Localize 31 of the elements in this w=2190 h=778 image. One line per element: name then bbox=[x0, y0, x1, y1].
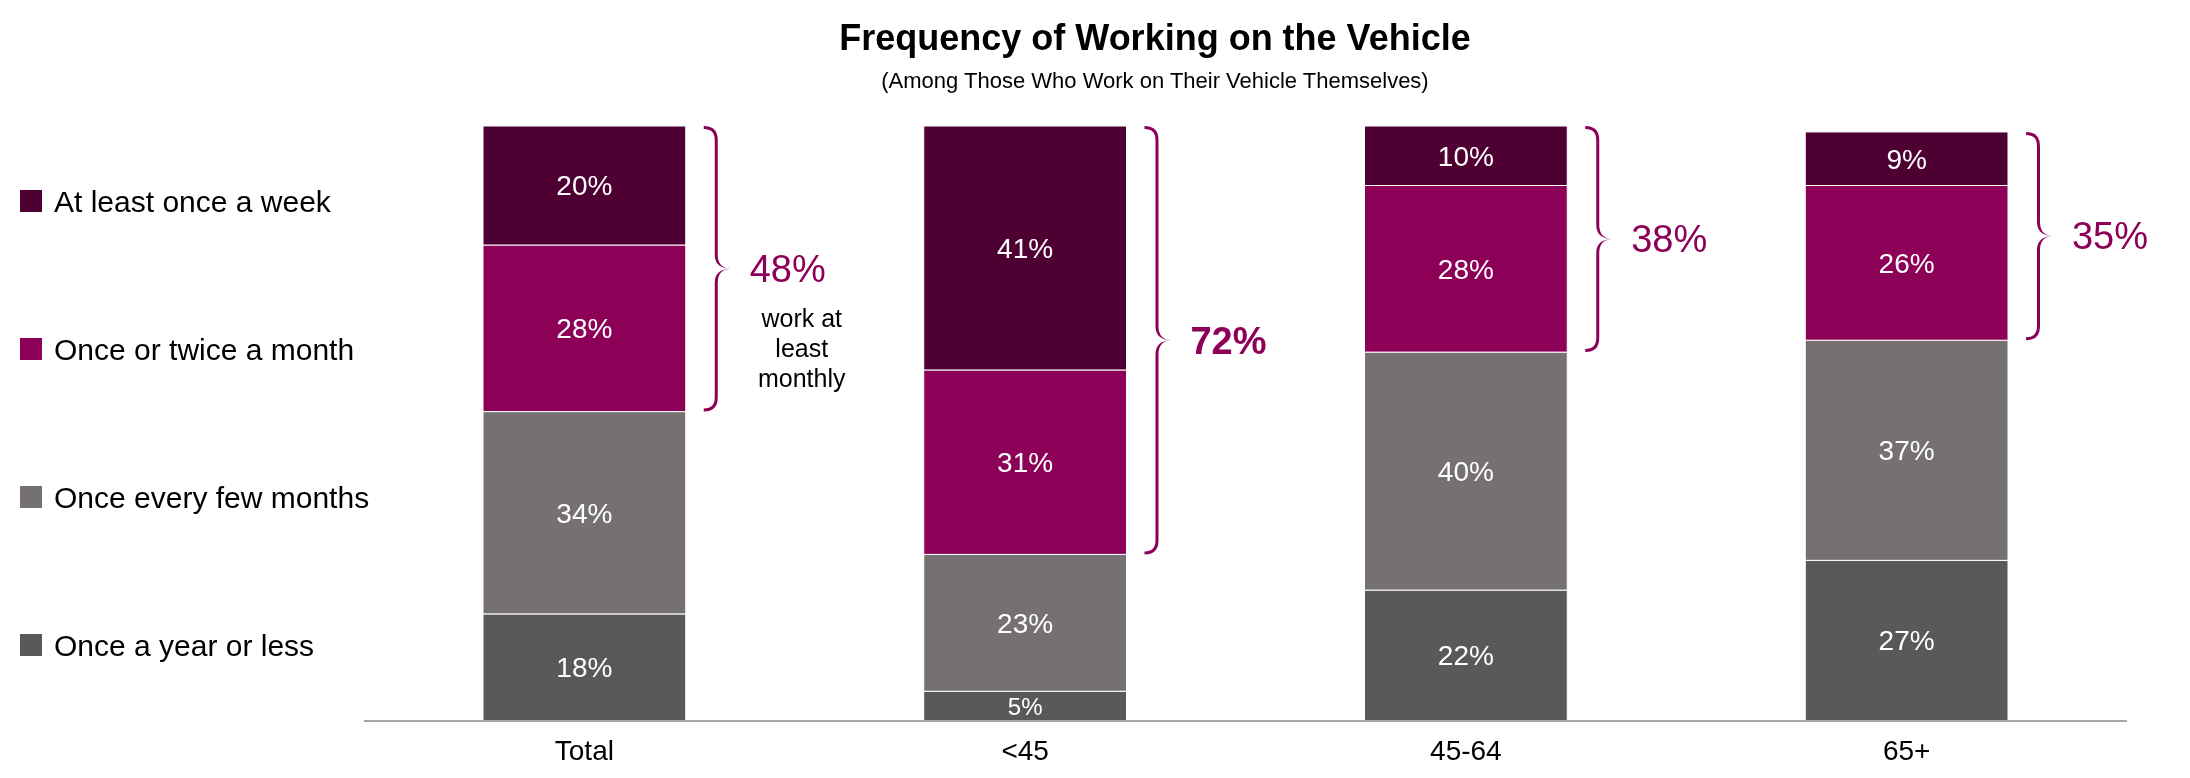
data-label: 9% bbox=[1886, 143, 1927, 175]
data-label: 28% bbox=[556, 313, 613, 345]
x-tick-label: <45 bbox=[1001, 735, 1049, 766]
data-label: 22% bbox=[1437, 640, 1494, 672]
data-label: 20% bbox=[556, 170, 613, 202]
data-label: 31% bbox=[997, 446, 1054, 478]
data-label: 41% bbox=[997, 232, 1054, 264]
annotation: 35% bbox=[2072, 215, 2149, 258]
annotation: work at least monthly bbox=[757, 304, 847, 393]
legend-label: At least once a week bbox=[54, 184, 332, 218]
legend-label: Once a year or less bbox=[54, 628, 315, 662]
data-label: 5% bbox=[1007, 692, 1043, 720]
chart-subtitle: (Among Those Who Work on Their Vehicle Themselves) bbox=[881, 68, 1429, 93]
legend-label: Once every few months bbox=[54, 480, 370, 514]
x-tick-label: 65+ bbox=[1882, 735, 1931, 766]
x-tick-label: Total bbox=[554, 735, 614, 766]
legend-label: Once or twice a month bbox=[54, 332, 355, 366]
data-label: 26% bbox=[1878, 247, 1935, 279]
data-label: 23% bbox=[997, 607, 1054, 639]
data-label: 10% bbox=[1437, 140, 1494, 172]
data-label: 27% bbox=[1878, 625, 1935, 657]
data-label: 40% bbox=[1437, 455, 1494, 487]
data-label: 37% bbox=[1878, 435, 1935, 467]
annotation: 72% bbox=[1190, 319, 1267, 362]
data-label: 34% bbox=[556, 497, 613, 529]
data-label: 18% bbox=[556, 652, 613, 684]
annotation: 38% bbox=[1631, 218, 1708, 261]
annotation: 48% bbox=[749, 248, 826, 291]
x-tick-label: 45-64 bbox=[1430, 735, 1502, 766]
data-label: 28% bbox=[1437, 253, 1494, 285]
chart-title: Frequency of Working on the Vehicle bbox=[839, 17, 1471, 58]
